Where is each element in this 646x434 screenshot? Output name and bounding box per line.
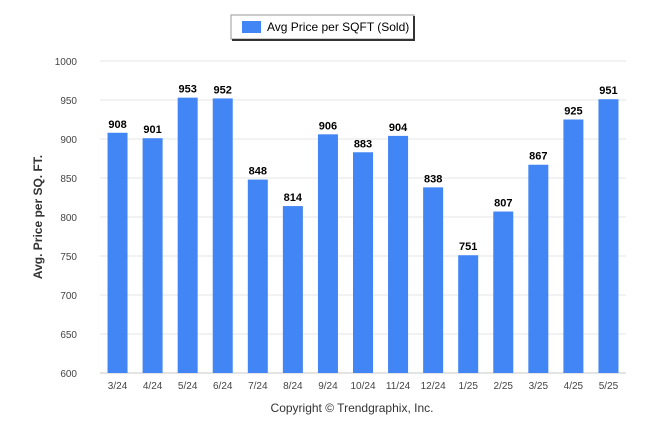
bar-value-label: 904 [389, 122, 408, 134]
x-tick-label: 9/24 [318, 381, 338, 392]
y-axis-ticks: 600 650 700 750 800 850 900 950 1000 [55, 57, 78, 380]
x-tick-label: 1/25 [458, 381, 478, 392]
y-tick-label: 850 [60, 174, 77, 185]
x-tick-label: 3/25 [529, 381, 549, 392]
bar-value-label: 807 [494, 198, 512, 210]
x-tick-label: 5/25 [599, 381, 619, 392]
x-axis-ticks: 3/24 4/24 5/24 6/24 7/24 8/24 9/24 10/24 11/24 12… [108, 381, 619, 392]
bar-value-label: 901 [143, 124, 161, 136]
bar[interactable] [493, 211, 514, 373]
bar-value-label: 867 [529, 151, 547, 163]
bar-value-label: 951 [599, 85, 617, 97]
copyright-credit: Copyright © Trendgraphix, Inc. [271, 401, 434, 415]
legend-swatch [242, 21, 261, 33]
y-tick-label: 700 [60, 291, 77, 302]
x-tick-label: 12/24 [421, 381, 446, 392]
bar[interactable] [317, 134, 338, 373]
x-tick-label: 3/24 [108, 381, 128, 392]
x-tick-label: 4/24 [143, 381, 163, 392]
y-tick-label: 900 [60, 135, 77, 146]
bars [107, 97, 619, 374]
legend[interactable]: Avg Price per SQFT (Sold) [230, 14, 415, 41]
bar[interactable] [458, 255, 479, 373]
bar[interactable] [353, 152, 373, 373]
x-tick-label: 6/24 [213, 381, 233, 392]
x-tick-label: 2/25 [494, 381, 514, 392]
bar-value-label: 906 [319, 120, 337, 132]
bar[interactable] [388, 135, 409, 373]
bar[interactable] [528, 164, 549, 373]
y-tick-label: 650 [60, 330, 77, 341]
bar-value-label: 751 [459, 241, 477, 253]
bar[interactable] [247, 179, 268, 373]
bar[interactable] [177, 97, 198, 373]
y-tick-label: 1000 [55, 57, 78, 68]
x-tick-label: 5/24 [178, 381, 198, 392]
bar[interactable] [423, 187, 444, 373]
bar-value-label: 953 [178, 84, 196, 96]
data-labels: 908 901 953 952 848 814 906 883 904 838 751 807 867 9… [108, 84, 617, 254]
x-tick-label: 11/24 [386, 381, 411, 392]
y-tick-label: 950 [60, 96, 77, 107]
x-tick-label: 10/24 [350, 381, 375, 392]
bar[interactable] [142, 138, 163, 373]
bar[interactable] [107, 132, 128, 373]
bar[interactable] [212, 98, 233, 373]
bar[interactable] [282, 206, 303, 373]
y-tick-label: 800 [60, 213, 77, 224]
bar-value-label: 838 [424, 173, 442, 185]
bar[interactable] [598, 99, 619, 373]
x-tick-label: 8/24 [283, 381, 303, 392]
legend-label: Avg Price per SQFT (Sold) [267, 20, 409, 34]
bar-value-label: 848 [249, 166, 267, 178]
bar-value-label: 814 [284, 192, 303, 204]
bar-value-label: 908 [108, 119, 126, 131]
y-tick-label: 600 [60, 369, 77, 380]
bar-value-label: 925 [564, 106, 582, 118]
bar-value-label: 883 [354, 138, 372, 150]
bar-value-label: 952 [214, 84, 232, 96]
bar[interactable] [563, 119, 584, 374]
x-tick-label: 4/25 [564, 381, 584, 392]
x-tick-label: 7/24 [248, 381, 268, 392]
y-axis-label: Avg. Price per SQ. FT. [31, 155, 45, 279]
y-tick-label: 750 [60, 252, 77, 263]
